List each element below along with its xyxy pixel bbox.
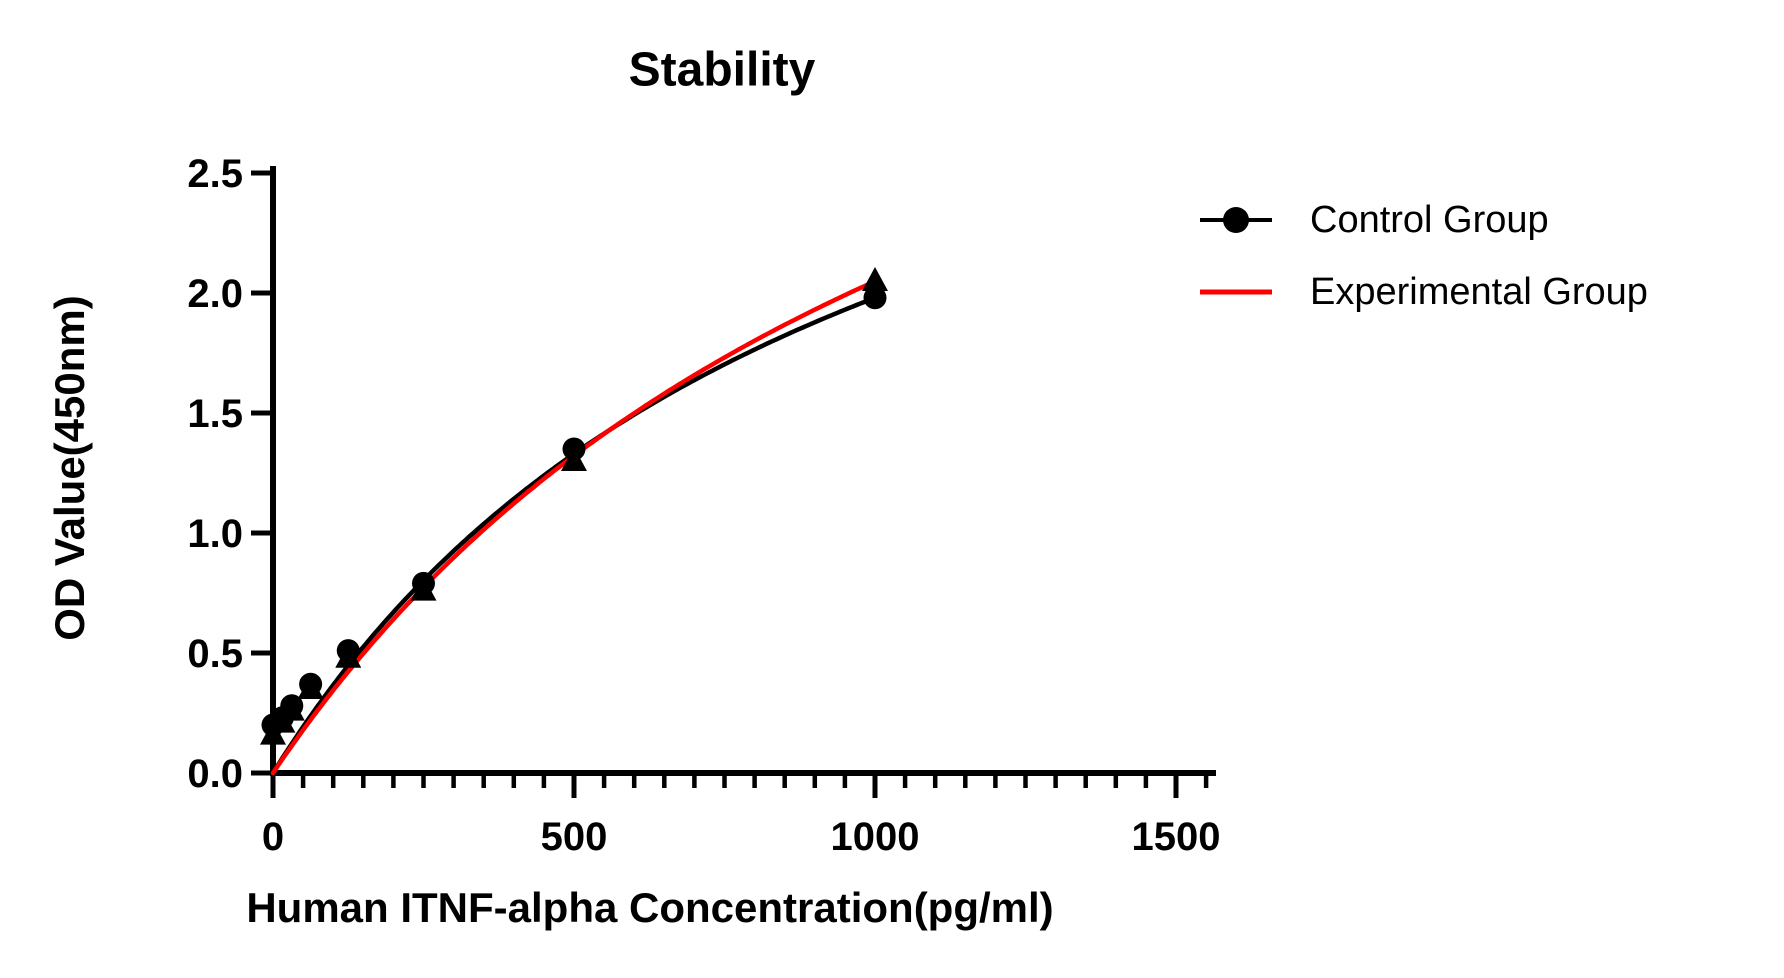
legend-entry-control: Control Group bbox=[1196, 196, 1549, 244]
experimental-curve bbox=[270, 279, 878, 776]
x-axis-title: Human ITNF-alpha Concentration(pg/ml) bbox=[246, 884, 1054, 931]
legend-label-experimental: Experimental Group bbox=[1310, 271, 1648, 313]
control-marker bbox=[412, 571, 435, 595]
experimental-group-line-icon bbox=[1200, 289, 1272, 295]
y-tick-label: 0.0 bbox=[187, 752, 243, 796]
control-marker bbox=[336, 639, 360, 663]
x-tick-label: 1500 bbox=[1132, 815, 1221, 859]
x-tick-label: 500 bbox=[541, 815, 608, 859]
control-group-line-circle-icon bbox=[1200, 207, 1272, 233]
x-tick-label: 0 bbox=[262, 815, 284, 859]
legend-label-control: Control Group bbox=[1310, 199, 1549, 241]
y-tick-label: 1.0 bbox=[187, 512, 243, 556]
y-axis-title: OD Value(450nm) bbox=[46, 295, 93, 641]
experimental-marker bbox=[862, 267, 888, 291]
control-marker bbox=[562, 437, 586, 461]
legend-entry-experimental: Experimental Group bbox=[1196, 268, 1648, 316]
control-marker bbox=[863, 286, 887, 310]
y-tick-label: 2.0 bbox=[187, 272, 243, 316]
control-curve bbox=[270, 295, 878, 776]
y-tick-label: 2.5 bbox=[187, 152, 243, 196]
y-tick-label: 0.5 bbox=[187, 632, 243, 676]
chart-title: Stability bbox=[628, 43, 816, 97]
control-marker bbox=[280, 694, 304, 718]
control-marker bbox=[299, 672, 323, 696]
y-tick-label: 1.5 bbox=[187, 392, 243, 436]
x-tick-label: 1000 bbox=[831, 815, 920, 859]
